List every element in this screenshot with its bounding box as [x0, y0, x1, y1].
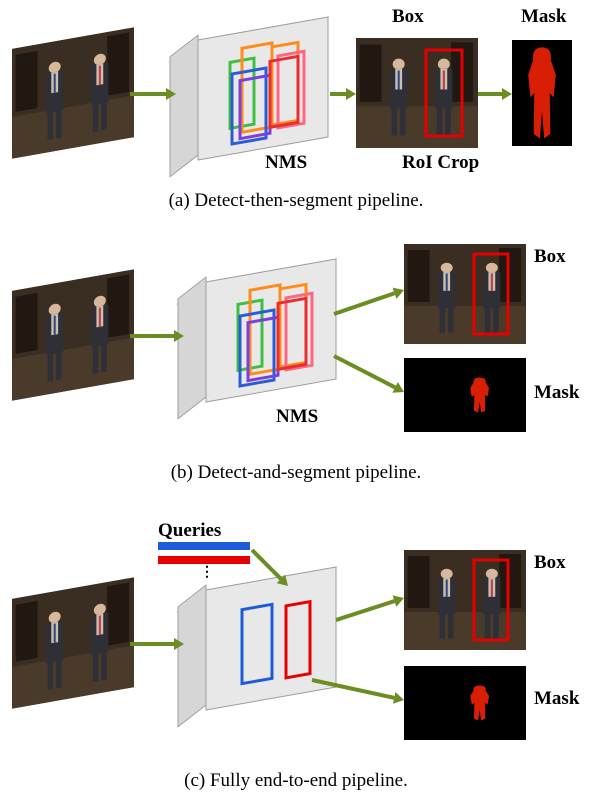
box-label: Box	[534, 246, 566, 268]
roi-crop-label: RoI Crop	[402, 152, 479, 174]
nms-label: NMS	[265, 152, 307, 174]
image-box	[404, 550, 526, 650]
image-box	[404, 358, 526, 432]
box-label: Box	[534, 552, 566, 574]
scene-svg	[404, 550, 526, 650]
query-bar-1	[158, 556, 250, 564]
scene-svg	[404, 244, 526, 344]
panel-c: Queries ⋮ Box Mask (c) Fully end-to-end pip…	[0, 510, 592, 800]
caption-a: (a) Detect-then-segment pipeline.	[0, 190, 592, 212]
mask-label: Mask	[534, 688, 579, 710]
image-box	[356, 38, 478, 148]
queries-label: Queries	[158, 520, 221, 542]
mask-label: Mask	[534, 382, 579, 404]
nms-label: NMS	[276, 406, 318, 428]
caption-b: (b) Detect-and-segment pipeline.	[0, 462, 592, 484]
scene-svg	[356, 38, 478, 148]
panel-b: NMS Box Mask (b) Detect-and-segment pipeli…	[0, 232, 592, 492]
box-label: Box	[392, 6, 424, 28]
mask-svg	[512, 40, 572, 146]
image-box	[404, 666, 526, 740]
caption-c: (c) Fully end-to-end pipeline.	[0, 770, 592, 792]
mask-svg	[404, 666, 526, 740]
panel-a: NMS Box Mask RoI Crop (a) Detect-then-segme…	[0, 0, 592, 220]
dots-icon: ⋮	[200, 570, 214, 576]
image-box	[512, 40, 572, 146]
mask-label: Mask	[521, 6, 566, 28]
query-bar-0	[158, 542, 250, 550]
image-box	[404, 244, 526, 344]
mask-svg	[404, 358, 526, 432]
